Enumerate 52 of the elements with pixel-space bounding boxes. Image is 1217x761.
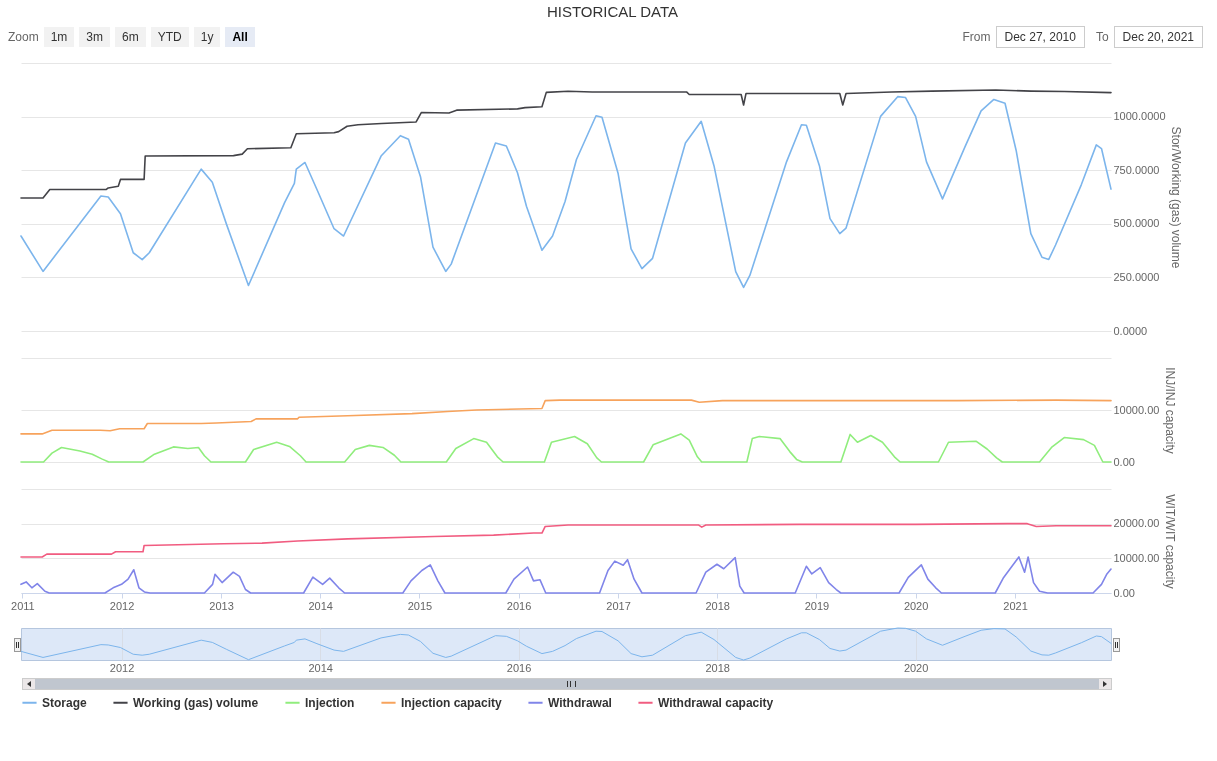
x-tick-label: 2014 [308,599,333,612]
x-tick-label: 2012 [109,599,135,612]
text: 6m [115,27,146,47]
x-tick-label: 2012 [109,661,135,674]
text: To [1095,30,1109,44]
y-axis-title: INJ/INJ capacity [1163,367,1178,454]
y-tick-label: 0.00 [1113,586,1135,599]
y-tick-label: 0.00 [1113,455,1135,468]
legend-label: Withdrawal [548,695,612,710]
legend-label: Storage [42,695,87,710]
y-tick-label: 0.0000 [1113,324,1148,337]
x-tick-label: 2011 [11,599,35,612]
y-tick-label: 10000.00 [1113,403,1160,416]
line-series [20,95,1112,289]
line-series [20,89,1112,199]
text: 1y [193,27,221,47]
y-tick-label: 250.0000 [1113,270,1160,283]
y-axis-title: Stor/Working (gas) volume [1169,126,1184,269]
line-series [20,399,1112,435]
line-series [20,433,1112,463]
x-tick-label: 2014 [308,661,333,674]
x-tick-label: 2015 [407,599,433,612]
y-tick-label: 750.0000 [1113,163,1160,176]
text: 1m [43,27,75,47]
y-tick-label: 20000.00 [1113,517,1160,530]
text: Dec 27, 2010 [995,26,1085,48]
x-tick-label: 2021 [1003,599,1028,612]
x-tick-label: 2018 [705,661,730,674]
legend-label: Withdrawal capacity [658,695,774,710]
x-tick-label: 2018 [705,599,730,612]
text: 3m [79,27,111,47]
text: Zoom [8,30,39,44]
line-series [20,522,1112,558]
y-axis-title: WIT/WIT capacity [1163,494,1178,589]
legend-label: Injection [305,695,355,710]
chart-title: HISTORICAL DATA [545,2,680,22]
legend-label: Injection capacity [401,695,503,710]
x-tick-label: 2016 [506,661,532,674]
x-tick-label: 2020 [903,661,929,674]
text: YTD [150,27,189,47]
text: All [225,27,255,47]
x-tick-label: 2016 [506,599,532,612]
x-tick-label: 2017 [606,599,631,612]
text: From [962,30,991,44]
x-tick-label: 2020 [903,599,929,612]
text: Dec 20, 2021 [1113,26,1203,48]
x-tick-label: 2019 [804,599,830,612]
legend-label: Working (gas) volume [133,695,259,710]
y-tick-label: 1000.0000 [1113,110,1166,123]
y-tick-label: 500.0000 [1113,217,1160,230]
y-tick-label: 10000.00 [1113,551,1160,564]
x-tick-label: 2013 [209,599,234,612]
